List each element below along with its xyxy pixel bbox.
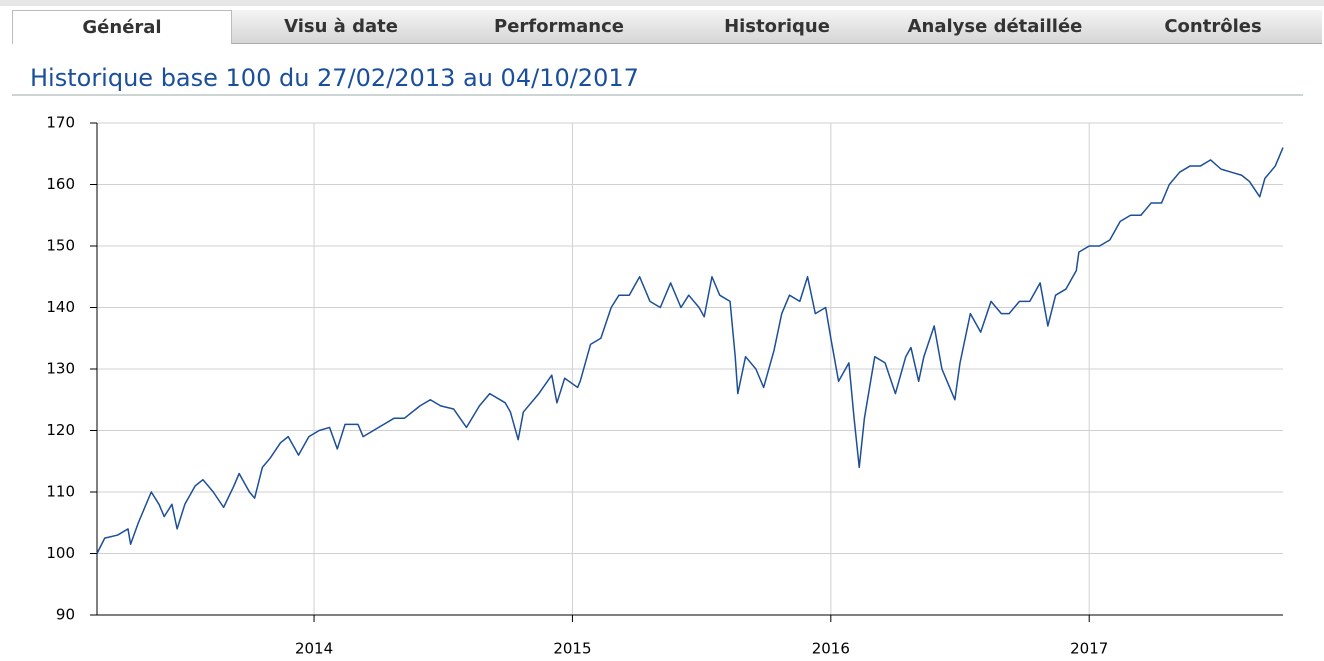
y-tick-label: 160 <box>46 175 75 193</box>
y-tick-label: 150 <box>46 237 75 255</box>
y-tick-label: 170 <box>46 114 75 132</box>
chart-title: Historique base 100 du 27/02/2013 au 04/… <box>30 64 639 92</box>
line-series <box>96 147 1284 554</box>
x-tick-label: 2016 <box>812 640 850 658</box>
y-tick-label: 110 <box>46 483 75 501</box>
tab[interactable]: Historique <box>668 10 886 44</box>
y-tick-label: 90 <box>56 606 75 624</box>
y-tick-label: 130 <box>46 360 75 378</box>
tab-bar: Général Visu à date Performance Historique A… <box>12 10 1322 44</box>
tab[interactable]: Visu à date <box>232 10 450 44</box>
tab[interactable]: Performance <box>450 10 668 44</box>
tab[interactable]: Contrôles <box>1104 10 1322 44</box>
tab[interactable]: Général <box>12 10 232 44</box>
y-tick-label: 100 <box>46 544 75 562</box>
x-tick-label: 2015 <box>553 640 591 658</box>
x-tick-label: 2014 <box>295 640 333 658</box>
x-tick-label: 2017 <box>1070 640 1108 658</box>
y-tick-label: 120 <box>46 421 75 439</box>
tab[interactable]: Analyse détaillée <box>886 10 1104 44</box>
top-band <box>0 0 1324 6</box>
y-tick-label: 140 <box>46 298 75 316</box>
